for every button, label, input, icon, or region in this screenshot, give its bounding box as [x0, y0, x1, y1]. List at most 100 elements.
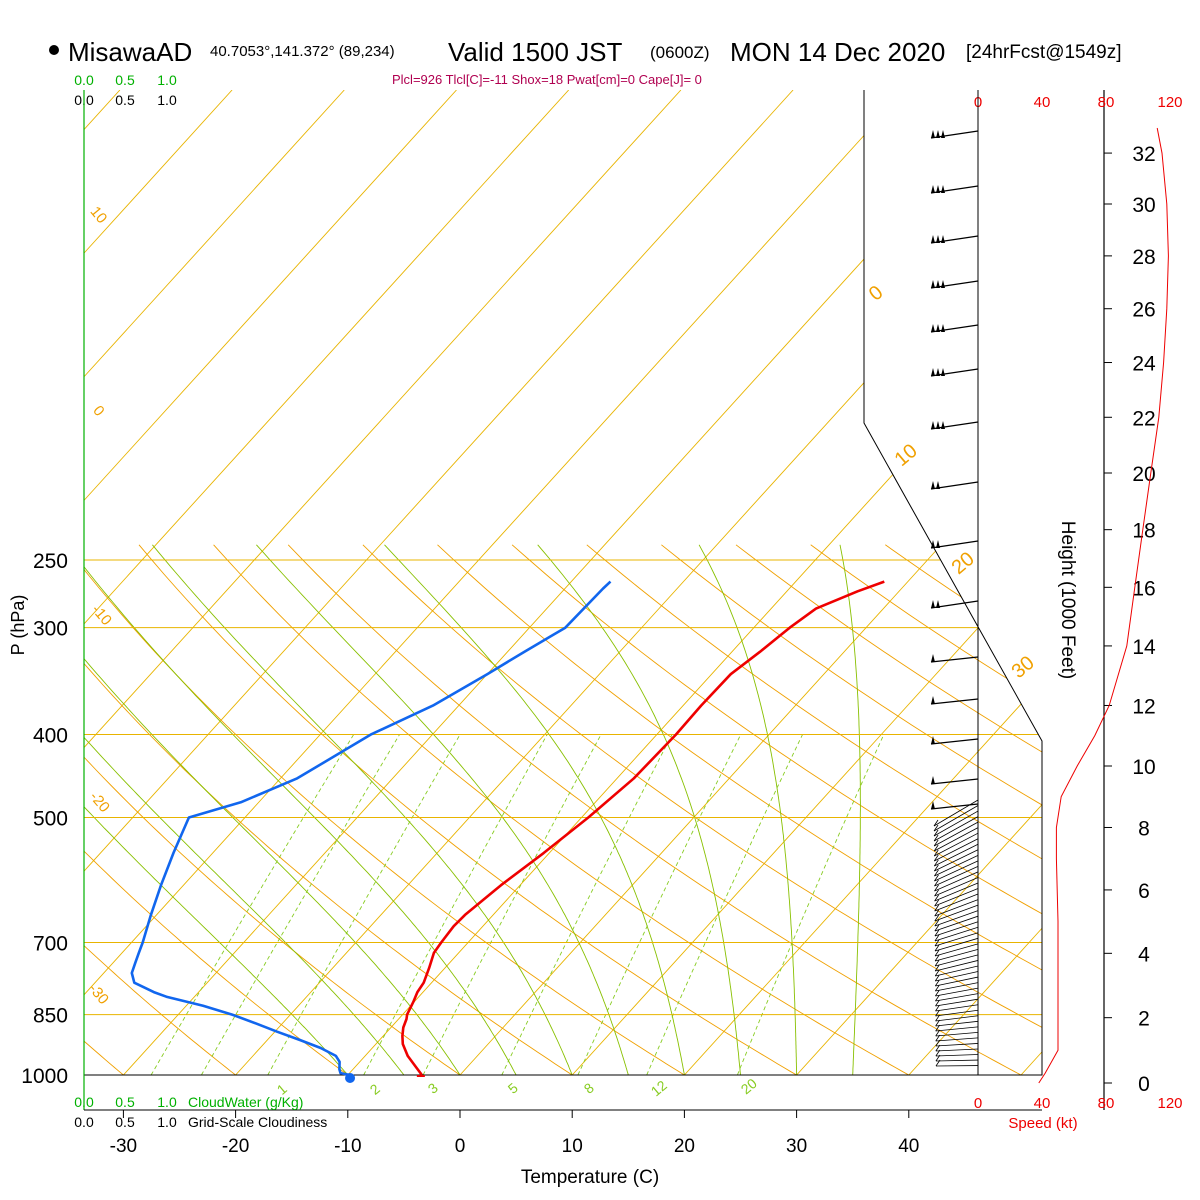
wind-barb — [935, 998, 979, 1007]
dry-adiabat-label: 10 — [87, 203, 111, 227]
wind-barb — [935, 976, 979, 987]
dry-adiabat-line — [84, 544, 715, 1075]
wind-barb-flag — [941, 185, 945, 193]
isotherm-line — [84, 90, 121, 1075]
station-marker-icon — [49, 45, 59, 55]
isotherm-line — [684, 90, 1042, 1075]
wind-barb-feather — [934, 969, 940, 977]
cloudiness-tick: 1.0 — [157, 92, 177, 108]
speed-tick-top: 40 — [1034, 94, 1051, 111]
cloudiness-tick: 0.5 — [115, 1114, 135, 1130]
wind-barb-feather — [934, 974, 940, 982]
mixing-ratio-label: 3 — [425, 1079, 441, 1096]
wind-barb-flag — [931, 368, 935, 376]
wind-barb-flag — [936, 600, 940, 608]
wind-barb — [935, 960, 979, 972]
height-tick-label: 26 — [1132, 299, 1155, 322]
stability-indices: Plcl=926 Tlcl[C]=-11 Shox=18 Pwat[cm]=0 … — [392, 72, 702, 87]
station-name: MisawaAD — [68, 37, 192, 67]
profiles — [130, 580, 885, 1083]
wind-barb-flag — [931, 696, 935, 704]
temperature-tick-label: 30 — [786, 1136, 807, 1157]
wind-barbs — [930, 130, 979, 1067]
mixing-ratio-line — [646, 734, 803, 1075]
mixing-ratio-line — [267, 734, 461, 1075]
wind-barb-feather — [935, 1044, 941, 1052]
wind-barb — [934, 838, 979, 862]
pressure-tick-label: 250 — [33, 550, 68, 573]
wind-barb-feather — [935, 1024, 941, 1032]
wind-barb — [935, 954, 979, 967]
isotherm-line — [1020, 90, 1042, 1075]
wind-barb-feather — [935, 1054, 941, 1062]
height-tick-label: 22 — [1132, 407, 1155, 430]
wind-barb-feather — [934, 884, 939, 892]
wind-barb-flag — [941, 421, 945, 429]
wind-speed-profile — [1038, 127, 1169, 1084]
wind-barb — [934, 860, 979, 882]
wind-barb-feather — [934, 949, 940, 957]
wind-barb-feather — [934, 964, 940, 972]
wind-barb-feather — [935, 1034, 941, 1042]
isotherm-label: 20 — [948, 548, 979, 579]
height-tick-label: 28 — [1132, 246, 1155, 269]
wind-barb-flag — [936, 540, 940, 548]
height-tick-label: 14 — [1132, 636, 1156, 659]
speed-axis-title: Speed (kt) — [1008, 1115, 1077, 1132]
wind-barb-feather — [933, 819, 939, 827]
valid-utc: (0600Z) — [650, 43, 710, 62]
wind-barb-feather — [934, 889, 939, 897]
wind-barb — [930, 738, 979, 745]
speed-tick-bottom: 40 — [1034, 1095, 1051, 1112]
dry-adiabat-line — [138, 544, 829, 1075]
isotherm-line — [84, 90, 233, 1075]
wind-barb-feather — [934, 944, 940, 952]
wind-barb — [935, 1043, 979, 1047]
wind-barb-feather — [935, 1059, 941, 1067]
wind-barb-flag — [941, 324, 945, 332]
forecast-info: [24hrFcst@1549z] — [966, 42, 1122, 63]
wind-barb-flag — [931, 776, 935, 784]
cloudiness-tick: 1.0 — [157, 1114, 177, 1130]
mixing-ratio-label: 12 — [648, 1077, 670, 1099]
isotherm-line — [459, 90, 1042, 1075]
wind-barb — [934, 849, 979, 872]
wind-barb-flag — [936, 185, 940, 193]
mixing-ratio-label: 5 — [505, 1079, 521, 1096]
wind-barb — [935, 1015, 979, 1022]
mixing-ratio-line — [422, 734, 602, 1075]
wind-barb-feather — [934, 904, 940, 912]
height-tick-label: 0 — [1138, 1073, 1150, 1096]
wind-barb-feather — [935, 1014, 940, 1022]
wind-barb — [935, 1009, 979, 1017]
moist-adiabat-line — [152, 544, 573, 1075]
wind-barb — [935, 1037, 979, 1042]
height-tick-label: 2 — [1138, 1008, 1150, 1031]
isotherm-line — [84, 90, 682, 1075]
cloudiness-title: Grid-Scale Cloudiness — [188, 1114, 327, 1130]
wind-barb-feather — [935, 984, 940, 992]
height-tick-label: 24 — [1132, 353, 1156, 376]
speed-tick-top: 80 — [1098, 94, 1115, 111]
wind-barb — [934, 871, 979, 892]
wind-barb — [933, 799, 979, 827]
wind-barb — [930, 698, 979, 705]
skewt-boundary — [84, 90, 1043, 1076]
wind-barb — [934, 882, 979, 902]
wind-barb-flag — [931, 280, 935, 288]
height-tick-label: 4 — [1138, 943, 1150, 966]
wind-barb-feather — [933, 829, 939, 837]
wind-barb-feather — [934, 899, 939, 907]
mixing-ratio-line — [577, 734, 742, 1075]
y-axis-title: P (hPa) — [8, 595, 28, 656]
wind-barb-feather — [934, 874, 939, 882]
dry-adiabat-line — [362, 544, 1042, 1075]
wind-barb — [934, 893, 979, 912]
wind-barb-flag — [931, 235, 935, 243]
dry-adiabat-line — [735, 544, 1042, 1075]
dry-adiabat-label: 0 — [89, 402, 107, 419]
speed-tick-top: 120 — [1157, 94, 1182, 111]
wind-barb — [935, 965, 979, 977]
wind-barb-flag — [931, 324, 935, 332]
